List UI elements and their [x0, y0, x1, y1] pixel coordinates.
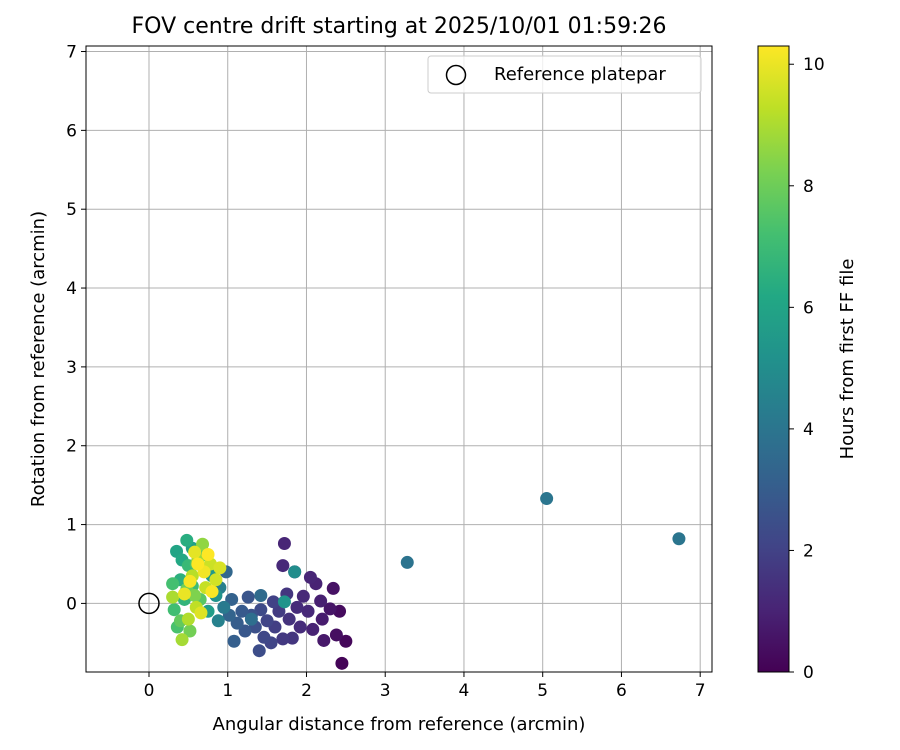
scatter-point-0: [335, 656, 349, 670]
scatter-point-10: [306, 622, 320, 636]
y-axis-ticks: 0 1 2 3 4 5 6 7: [66, 43, 86, 614]
scatter-point-27: [260, 614, 274, 628]
colorbar-label: Hours from first FF file: [837, 259, 858, 460]
scatter-point-33: [241, 590, 255, 604]
scatter-point-18: [276, 559, 290, 573]
x-tick-label-0: 0: [144, 681, 155, 701]
scatter-point-89: [191, 557, 205, 571]
scatter-point-63: [166, 577, 180, 591]
scatter-point-48: [211, 614, 225, 628]
scatter-point-81: [209, 573, 223, 587]
scatter-point-8: [314, 594, 328, 608]
colorbar-tick-label-1: 2: [803, 541, 814, 561]
x-tick-label-6: 6: [616, 681, 627, 701]
scatter-point-41: [254, 589, 268, 603]
scatter-point-30: [252, 644, 266, 658]
scatter-point-44: [540, 492, 554, 506]
scatter-point-84: [188, 545, 202, 559]
y-tick-label-5: 5: [66, 200, 77, 220]
scatter-point-42: [244, 612, 258, 626]
scatter-point-12: [301, 604, 315, 618]
reference-platepar-marker: [138, 592, 160, 615]
y-tick-label-7: 7: [66, 43, 77, 63]
colorbar-ticks: 0 2 4 6 8 10: [789, 55, 825, 683]
y-tick-label-4: 4: [66, 279, 77, 299]
scatter-point-29: [254, 603, 268, 617]
y-axis-label: Rotation from reference (arcmin): [28, 211, 49, 507]
x-axis-ticks: 0 1 2 3 4 5 6 7: [144, 672, 706, 701]
scatter-point-23: [272, 604, 286, 618]
scatter-point-74: [175, 633, 189, 647]
scatter-point-35: [235, 604, 249, 618]
scatter-point-22: [276, 632, 290, 646]
y-tick-label-1: 1: [66, 516, 77, 536]
scatter-point-76: [181, 612, 195, 626]
scatter-point-4: [326, 581, 340, 595]
colorbar-tick-label-2: 4: [803, 420, 814, 440]
colorbar: 0 2 4 6 8 10 Hours from first FF file: [757, 45, 858, 683]
colorbar-tick-label-4: 8: [803, 177, 814, 197]
scatter-point-3: [329, 628, 343, 642]
colorbar-tick-label-3: 6: [803, 298, 814, 318]
x-tick-label-5: 5: [537, 681, 548, 701]
y-tick-label-2: 2: [66, 437, 77, 457]
reference-marker-layer: [138, 592, 160, 615]
scatter-point-43: [400, 555, 414, 569]
scatter-point-62: [167, 603, 181, 617]
colorbar-tick-label-0: 0: [803, 663, 814, 683]
x-tick-label-4: 4: [459, 681, 470, 701]
scatter-point-57: [180, 533, 194, 547]
scatter-points: [166, 492, 686, 670]
scatter-point-5: [323, 602, 337, 616]
scatter-point-25: [266, 595, 280, 609]
colorbar-gradient: [757, 45, 790, 673]
scatter-point-46: [217, 600, 231, 614]
scatter-point-88: [205, 585, 219, 599]
x-axis-label: Angular distance from reference (arcmin): [213, 714, 586, 735]
scatter-point-87: [183, 574, 197, 588]
scatter-point-17: [277, 536, 291, 550]
scatter-point-71: [188, 589, 202, 603]
scatter-point-15: [290, 600, 304, 614]
plot-frame: [85, 45, 713, 673]
x-tick-label-3: 3: [380, 681, 391, 701]
y-tick-label-6: 6: [66, 121, 77, 141]
x-tick-label-2: 2: [301, 681, 312, 701]
chart-title: FOV centre drift starting at 2025/10/01 …: [132, 14, 667, 39]
scatter-point-36: [230, 616, 244, 630]
scatter-point-34: [238, 624, 252, 638]
x-tick-label-1: 1: [222, 681, 233, 701]
scatter-point-49: [288, 565, 302, 579]
scatter-point-75: [166, 590, 180, 604]
scatter-point-85: [177, 587, 191, 601]
legend-entry-reference: Reference platepar: [494, 64, 666, 85]
legend-reference-marker: [445, 64, 467, 86]
scatter-point-90: [201, 548, 215, 562]
scatter-point-50: [277, 595, 291, 609]
scatter-point-6: [317, 633, 331, 647]
scatter-point-82: [213, 561, 227, 575]
scatter-point-28: [257, 630, 271, 644]
colorbar-tick-label-5: 10: [803, 55, 825, 75]
scatter-point-83: [194, 606, 208, 620]
scatter-point-11: [303, 570, 317, 584]
scatter-point-38: [225, 592, 239, 606]
scatter-point-20: [285, 631, 299, 645]
scatter-point-37: [227, 634, 241, 648]
y-tick-label-3: 3: [66, 358, 77, 378]
scatter-point-70: [183, 624, 197, 638]
x-tick-label-7: 7: [695, 681, 706, 701]
legend-box: [427, 55, 702, 94]
scatter-point-7: [315, 612, 329, 626]
scatter-point-19: [282, 612, 296, 626]
scatter-point-13: [296, 589, 310, 603]
scatter-point-14: [293, 620, 307, 634]
grid: [86, 46, 712, 672]
scatter-point-1: [339, 634, 353, 648]
scatter-point-72: [196, 537, 210, 551]
scatter-point-45: [672, 532, 686, 546]
y-tick-label-0: 0: [66, 594, 77, 614]
legend: Reference platepar: [427, 55, 702, 94]
